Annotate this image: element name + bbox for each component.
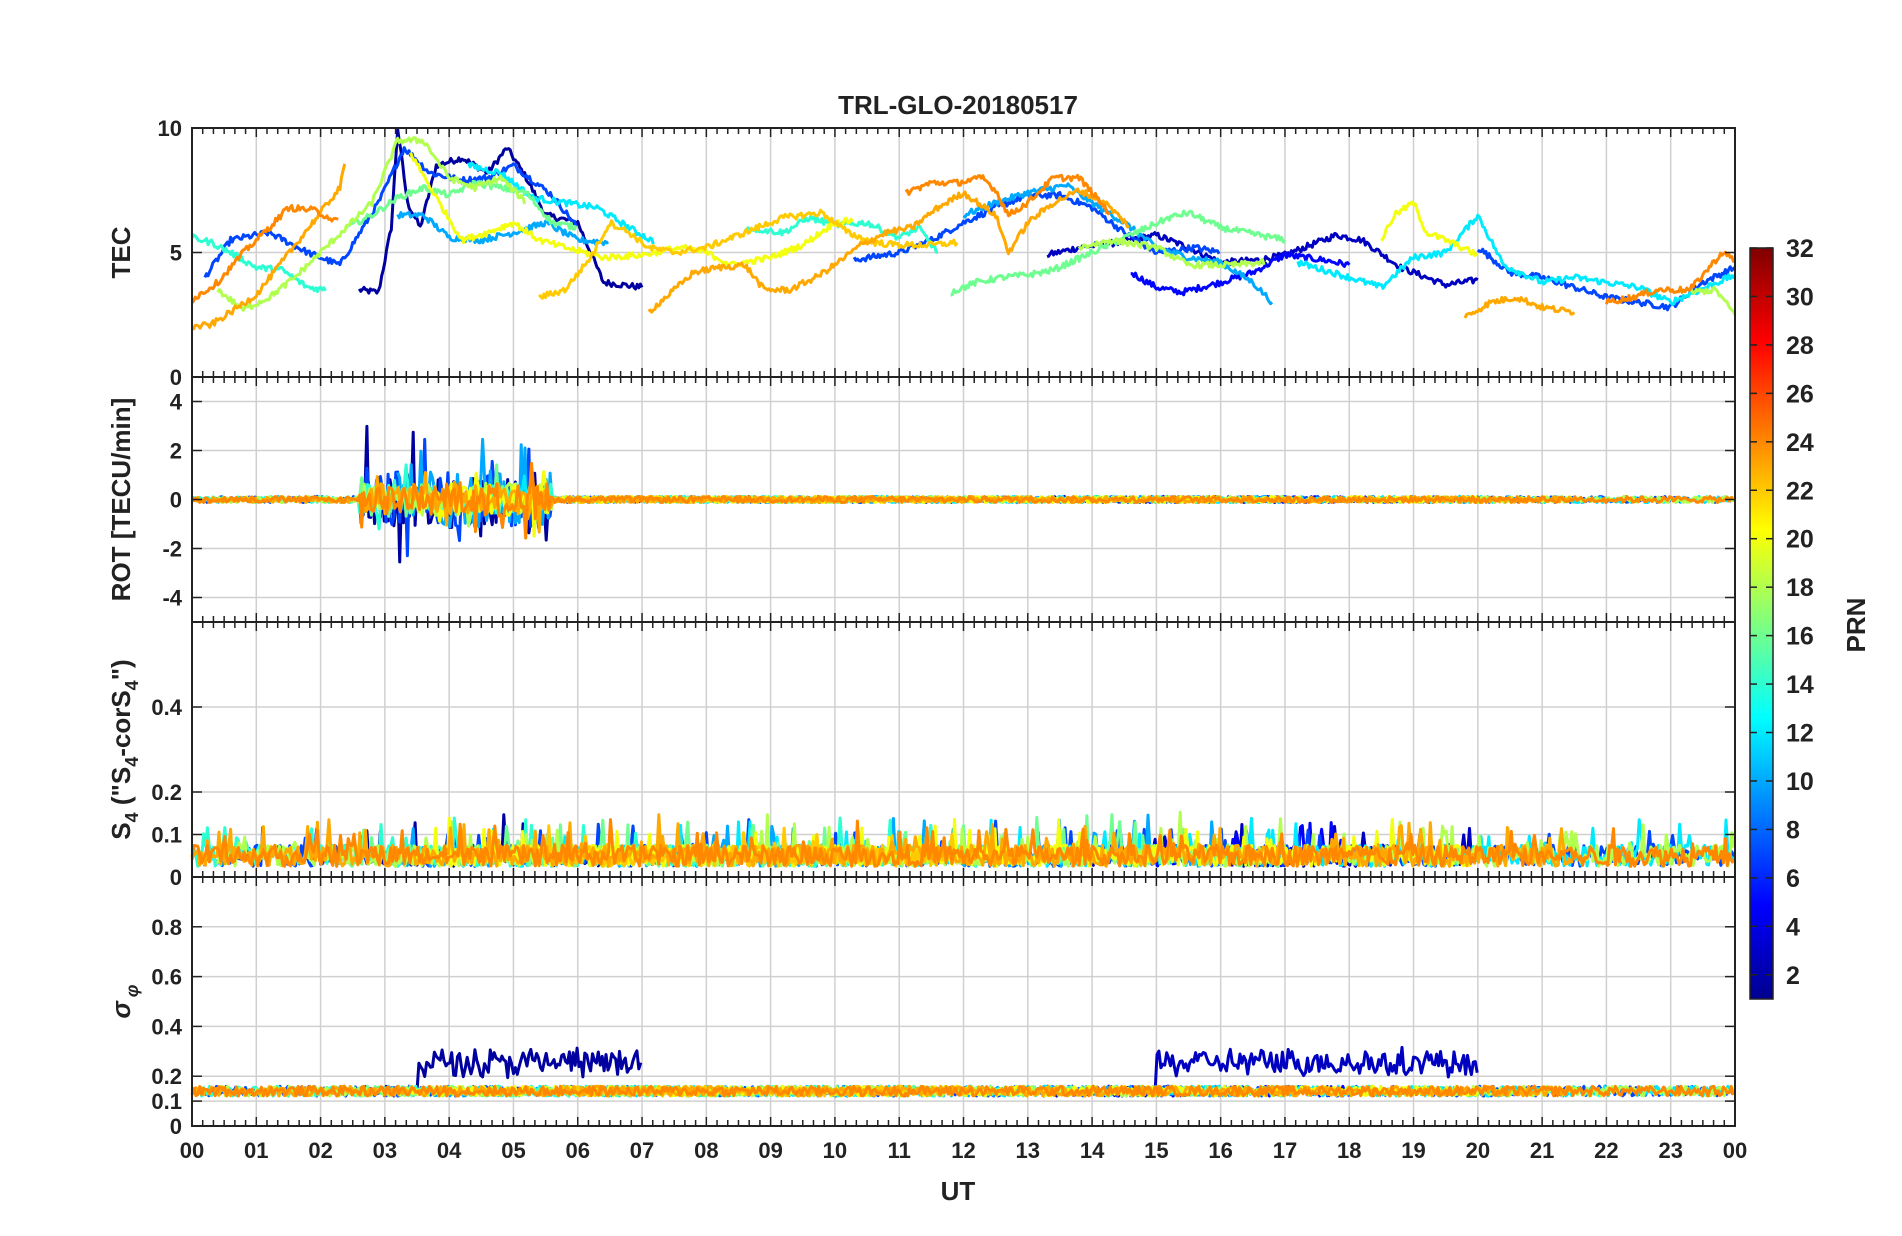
series-line-prn-22-tec	[538, 208, 959, 300]
colorbar-tick-label: 26	[1786, 380, 1814, 408]
y-axis-label-part: φ	[122, 984, 142, 997]
panel-sigma: 00.10.2 0.4 0.6 0.8 σφ	[106, 876, 1736, 1139]
colorbar-tick-label: 30	[1786, 283, 1814, 311]
x-tick-label: 07	[630, 1138, 654, 1163]
colorbar-tick-label: 10	[1786, 768, 1814, 796]
y-tick-label: 0	[170, 488, 182, 513]
colorbar-tick-label: 16	[1786, 623, 1814, 651]
x-axis: 00 01 02 03 04 05 06 07 08 09 10 11 12 13 14 15 16 17 18 19…	[180, 1138, 1747, 1163]
y-axis-label-s4: S4 ("S4-corS4")	[106, 659, 142, 839]
colorbar-tick-label: 20	[1786, 526, 1814, 554]
colorbar-tick-label: 18	[1786, 574, 1814, 602]
x-tick-label: 23	[1658, 1138, 1682, 1163]
series-line-prn-10-tec	[396, 182, 1274, 306]
panel-s4: 00.10.20.4S4 ("S4-corS4")	[106, 621, 1736, 890]
series-line-prn-5-tec	[1130, 251, 1351, 297]
y-tick-label: 5	[170, 241, 182, 266]
y-axis-label-part: σ	[106, 999, 136, 1018]
x-tick-label: 22	[1594, 1138, 1618, 1163]
y-axis-label-tec: TEC	[106, 226, 136, 278]
series-group-rot	[190, 424, 1735, 564]
colorbar-tick-label: 24	[1786, 429, 1814, 457]
y-tick-label: 0.8	[151, 915, 182, 940]
series-group-sigma	[190, 1045, 1736, 1098]
x-tick-label: 01	[244, 1138, 268, 1163]
colorbar-tick-label: 8	[1786, 816, 1800, 844]
colorbar-tick-label: 12	[1786, 720, 1814, 748]
y-axis-label-part: 4	[122, 680, 142, 690]
x-tick-label: 18	[1337, 1138, 1361, 1163]
x-tick-label: 21	[1530, 1138, 1554, 1163]
panel-rot: -4 -2 0 2 4 ROT [TECU/min]	[106, 376, 1736, 623]
colorbar-tick-label: 28	[1786, 332, 1814, 360]
y-axis-label-part: ("S	[106, 767, 136, 813]
panel-tec: 0 5 10 TEC	[106, 116, 1737, 390]
x-tick-label: 12	[951, 1138, 975, 1163]
colorbar-label: PRN	[1841, 598, 1871, 653]
colorbar-tick-label: 4	[1786, 913, 1800, 941]
colorbar-tick-label: 2	[1786, 962, 1800, 990]
y-axis-label-part: -corS	[106, 690, 136, 756]
y-tick-label: 0.1	[151, 1089, 182, 1114]
colorbar-gradient	[1749, 247, 1774, 1000]
y-tick-label: 0.2	[151, 1064, 182, 1089]
x-tick-label: 17	[1273, 1138, 1297, 1163]
y-axis-label-sigma: σφ	[106, 984, 142, 1018]
colorbar-tick-label: 32	[1786, 235, 1814, 263]
x-tick-label: 00	[1723, 1138, 1747, 1163]
y-tick-label: 0.6	[151, 965, 182, 990]
x-tick-label: 09	[758, 1138, 782, 1163]
x-tick-label: 08	[694, 1138, 718, 1163]
y-tick-label: 0.1	[151, 823, 182, 848]
series-line-prn-24-tec	[190, 173, 1736, 305]
chart-title: TRL-GLO-20180517	[838, 90, 1078, 120]
x-tick-label: 15	[1144, 1138, 1168, 1163]
x-tick-label: 11	[888, 1138, 911, 1163]
y-tick-label: 0	[170, 365, 182, 390]
x-tick-label: 00	[180, 1138, 204, 1163]
x-axis-label: UT	[941, 1176, 976, 1206]
y-tick-label: 0.4	[151, 695, 182, 720]
x-tick-label: 16	[1208, 1138, 1232, 1163]
x-tick-label: 14	[1080, 1138, 1105, 1163]
y-tick-label: 0.2	[151, 780, 182, 805]
y-tick-label: 0.4	[151, 1014, 182, 1039]
y-tick-label: 10	[158, 116, 182, 141]
series-line-prn-24-sigma	[190, 1084, 1735, 1098]
series-line-prn-24-s4	[190, 818, 1735, 868]
series-group-tec	[190, 127, 1737, 331]
x-tick-label: 13	[1016, 1138, 1040, 1163]
y-axis-label-part: 4	[122, 812, 142, 822]
series-line-prn-24-rot	[190, 461, 1734, 540]
y-axis-label-part: S	[106, 822, 136, 839]
series-line-prn-12-tec	[467, 161, 1737, 306]
x-tick-label: 02	[308, 1138, 332, 1163]
colorbar-tick-label: 14	[1786, 671, 1814, 699]
series-group-s4	[190, 810, 1736, 868]
y-axis-label-rot: ROT [TECU/min]	[106, 398, 136, 602]
series-line-prn-18-tec	[216, 136, 1737, 316]
y-tick-label: -2	[162, 537, 182, 562]
colorbar-tick-label: 22	[1786, 477, 1814, 505]
x-tick-label: 06	[566, 1138, 590, 1163]
y-axis-label-part: ")	[106, 659, 136, 680]
colorbar-tick-label: 6	[1786, 865, 1800, 893]
series-line-prn-20-tec	[409, 152, 1479, 268]
x-tick-label: 10	[823, 1138, 847, 1163]
x-tick-label: 05	[501, 1138, 525, 1163]
x-tick-label: 04	[437, 1138, 462, 1163]
y-axis-label-part: 4	[122, 757, 142, 767]
y-tick-label: 2	[170, 439, 182, 464]
y-tick-label: 0	[170, 1114, 182, 1139]
x-tick-label: 19	[1401, 1138, 1425, 1163]
y-tick-label: 4	[170, 390, 183, 415]
x-tick-label: 03	[373, 1138, 397, 1163]
x-tick-label: 20	[1466, 1138, 1490, 1163]
y-tick-label: 0	[170, 865, 182, 890]
y-tick-label: -4	[162, 586, 182, 611]
